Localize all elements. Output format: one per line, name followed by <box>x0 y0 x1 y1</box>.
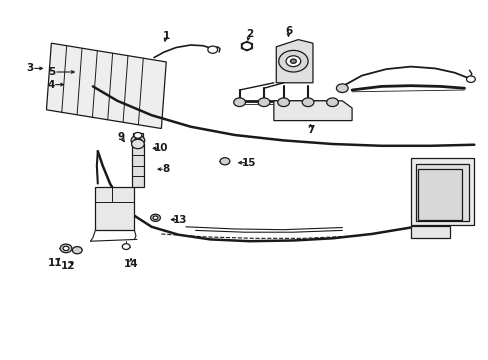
Circle shape <box>63 246 69 251</box>
Polygon shape <box>273 101 351 121</box>
Polygon shape <box>415 164 468 221</box>
Text: 13: 13 <box>172 215 187 225</box>
Circle shape <box>131 135 144 145</box>
Circle shape <box>278 50 307 72</box>
Circle shape <box>60 244 72 253</box>
Text: 14: 14 <box>123 258 138 269</box>
Circle shape <box>122 244 130 249</box>
Circle shape <box>466 76 474 82</box>
Text: 12: 12 <box>61 261 76 271</box>
Circle shape <box>336 84 347 93</box>
Text: 2: 2 <box>245 29 252 39</box>
Circle shape <box>134 132 142 138</box>
Polygon shape <box>241 41 252 51</box>
Circle shape <box>72 247 82 254</box>
Text: 11: 11 <box>47 258 62 268</box>
Text: 7: 7 <box>306 125 314 135</box>
Circle shape <box>233 98 245 107</box>
Polygon shape <box>95 187 134 230</box>
Circle shape <box>131 139 144 149</box>
Circle shape <box>258 98 269 107</box>
Text: 10: 10 <box>154 143 168 153</box>
Polygon shape <box>46 43 166 129</box>
Circle shape <box>285 56 300 67</box>
Circle shape <box>150 214 160 221</box>
Circle shape <box>220 158 229 165</box>
Polygon shape <box>417 169 461 220</box>
Circle shape <box>153 216 158 220</box>
Circle shape <box>302 98 313 107</box>
Text: 5: 5 <box>48 67 55 77</box>
Text: 9: 9 <box>118 132 124 142</box>
Polygon shape <box>276 40 312 83</box>
Circle shape <box>134 138 141 143</box>
Bar <box>133 133 142 138</box>
Polygon shape <box>410 158 473 225</box>
Text: 15: 15 <box>242 158 256 168</box>
Text: 6: 6 <box>285 26 291 36</box>
Circle shape <box>207 46 217 53</box>
Bar <box>132 144 144 187</box>
Bar <box>410 226 449 238</box>
Text: 4: 4 <box>47 80 55 90</box>
Text: 8: 8 <box>163 164 169 174</box>
Circle shape <box>326 98 338 107</box>
Circle shape <box>242 42 251 50</box>
Circle shape <box>277 98 289 107</box>
Text: 1: 1 <box>163 31 169 41</box>
Circle shape <box>290 59 296 63</box>
Text: 3: 3 <box>27 63 34 73</box>
